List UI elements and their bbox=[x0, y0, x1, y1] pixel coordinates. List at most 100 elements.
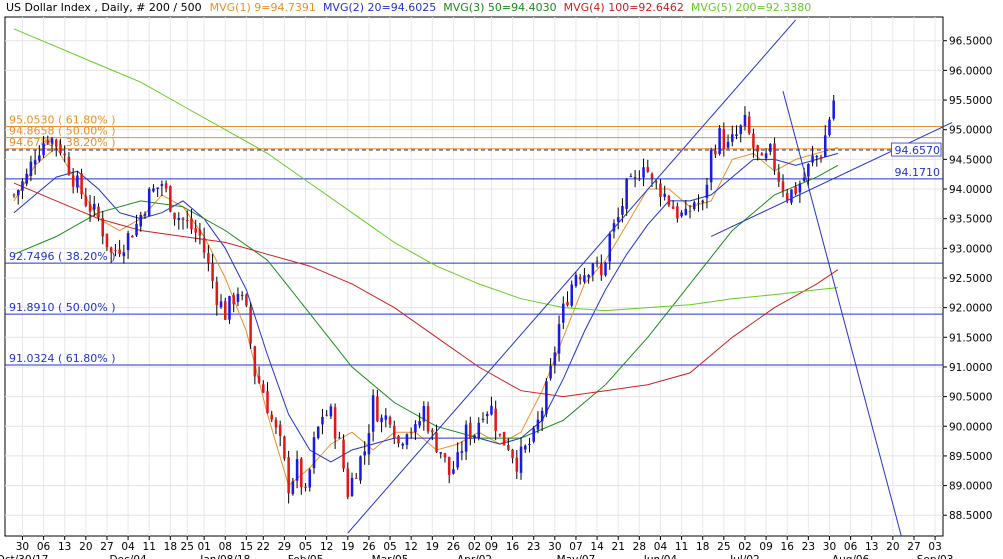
x-day-label: 11 bbox=[675, 541, 688, 553]
candle-body bbox=[452, 469, 455, 474]
candle-body bbox=[50, 138, 54, 144]
mvg-legend-3: MVG(3) 50=94.4030 bbox=[443, 1, 556, 14]
candle-body bbox=[312, 437, 316, 469]
y-axis: 88.5000 89.0000 89.5000 90.0000 90.5000 91.00… bbox=[943, 36, 992, 522]
candle-body bbox=[371, 395, 375, 432]
candle-body bbox=[397, 435, 400, 444]
plot-area bbox=[4, 16, 944, 537]
candle-body bbox=[447, 456, 451, 475]
candle-body bbox=[583, 275, 586, 282]
candle-body bbox=[616, 217, 620, 222]
candle-body bbox=[600, 264, 603, 276]
x-month-label: Jun/04 bbox=[643, 554, 678, 559]
candle-body bbox=[562, 303, 565, 323]
candle-body bbox=[287, 457, 290, 494]
candle-body bbox=[29, 161, 33, 176]
candle-body bbox=[194, 228, 197, 233]
level-label: 94.6786 ( 38.20% ) bbox=[9, 136, 116, 149]
y-tick-label: 91.0000 bbox=[949, 362, 992, 374]
candle-body bbox=[249, 306, 252, 344]
candle-body bbox=[574, 274, 578, 287]
trendlines bbox=[347, 19, 953, 537]
candlesticks bbox=[12, 95, 835, 504]
candle-body bbox=[164, 183, 168, 189]
candle-body bbox=[266, 391, 269, 414]
mvg-legend-5: MVG(5) 200=92.3380 bbox=[691, 1, 811, 14]
candle-body bbox=[477, 422, 481, 438]
candle-body bbox=[578, 276, 582, 280]
x-axis: 30 06 13 20 27 04 11 18 25 01 08 15 22 29 05 12 19 26 05 12… bbox=[0, 536, 953, 559]
x-day-label: 29 bbox=[278, 541, 291, 553]
candle-body bbox=[667, 196, 671, 206]
candle-body bbox=[338, 437, 341, 439]
x-day-label: 09 bbox=[485, 541, 498, 553]
x-month-label: May/07 bbox=[557, 554, 596, 559]
candle-body bbox=[752, 133, 755, 148]
candle-body bbox=[663, 193, 666, 197]
candle-body bbox=[811, 155, 814, 163]
candle-body bbox=[71, 175, 75, 187]
y-tick-label: 92.0000 bbox=[949, 303, 992, 315]
candle-body bbox=[608, 233, 612, 262]
x-day-label: 28 bbox=[633, 541, 646, 553]
x-day-label: 12 bbox=[404, 541, 417, 553]
candle-body bbox=[325, 414, 328, 416]
candle-body bbox=[202, 238, 206, 253]
candle-body bbox=[316, 426, 320, 438]
candle-body bbox=[409, 432, 413, 434]
candle-body bbox=[346, 468, 350, 497]
candle-body bbox=[198, 229, 202, 236]
candle-body bbox=[190, 218, 193, 230]
candle-body bbox=[283, 436, 286, 459]
candle-body bbox=[494, 408, 497, 431]
y-tick-label: 89.5000 bbox=[949, 451, 992, 463]
candle-body bbox=[156, 187, 159, 189]
level-label: 91.8910 ( 50.00% ) bbox=[9, 301, 116, 314]
x-day-label: 25 bbox=[181, 541, 194, 553]
candle-body bbox=[257, 376, 261, 383]
candle-body bbox=[743, 114, 747, 127]
candle-body bbox=[490, 405, 493, 415]
candle-body bbox=[236, 293, 240, 302]
candle-body bbox=[519, 446, 523, 473]
candle-body bbox=[507, 444, 510, 450]
y-tick-label: 93.5000 bbox=[949, 214, 992, 226]
candle-body bbox=[342, 439, 345, 469]
candle-body bbox=[777, 172, 781, 182]
x-day-label: 23 bbox=[802, 541, 815, 553]
x-day-label: 05 bbox=[299, 541, 312, 553]
candle-body bbox=[566, 301, 569, 306]
candle-body bbox=[321, 416, 324, 425]
candle-body bbox=[16, 190, 20, 196]
candle-body bbox=[376, 396, 379, 422]
candle-body bbox=[692, 202, 696, 209]
y-tick-label: 94.0000 bbox=[949, 184, 992, 196]
candle-body bbox=[785, 192, 789, 201]
candle-body bbox=[684, 208, 688, 215]
candle-body bbox=[431, 430, 434, 433]
candle-body bbox=[612, 223, 616, 232]
candle-body bbox=[59, 144, 62, 153]
x-day-label: 06 bbox=[37, 541, 51, 553]
x-day-label: 30 bbox=[823, 541, 836, 553]
x-day-label: 13 bbox=[58, 541, 71, 553]
candle-body bbox=[633, 177, 637, 179]
candle-body bbox=[532, 428, 535, 442]
candle-body bbox=[219, 301, 223, 308]
y-tick-label: 96.0000 bbox=[949, 65, 992, 77]
candle-body bbox=[88, 204, 92, 212]
candle-body bbox=[570, 284, 573, 306]
candle-body bbox=[160, 184, 164, 187]
candle-body bbox=[781, 181, 785, 192]
candle-body bbox=[680, 212, 683, 217]
candle-body bbox=[131, 235, 134, 238]
candle-body bbox=[42, 143, 45, 156]
candle-body bbox=[228, 296, 231, 320]
candle-body bbox=[359, 456, 362, 481]
x-day-label: 30 bbox=[548, 541, 561, 553]
x-day-label: 08 bbox=[219, 541, 232, 553]
x-day-label: 01 bbox=[197, 541, 210, 553]
chart-title: US Dollar Index , Daily, # 200 / 500 bbox=[6, 1, 202, 14]
candle-body bbox=[46, 140, 50, 143]
y-tick-label: 88.5000 bbox=[949, 510, 992, 522]
